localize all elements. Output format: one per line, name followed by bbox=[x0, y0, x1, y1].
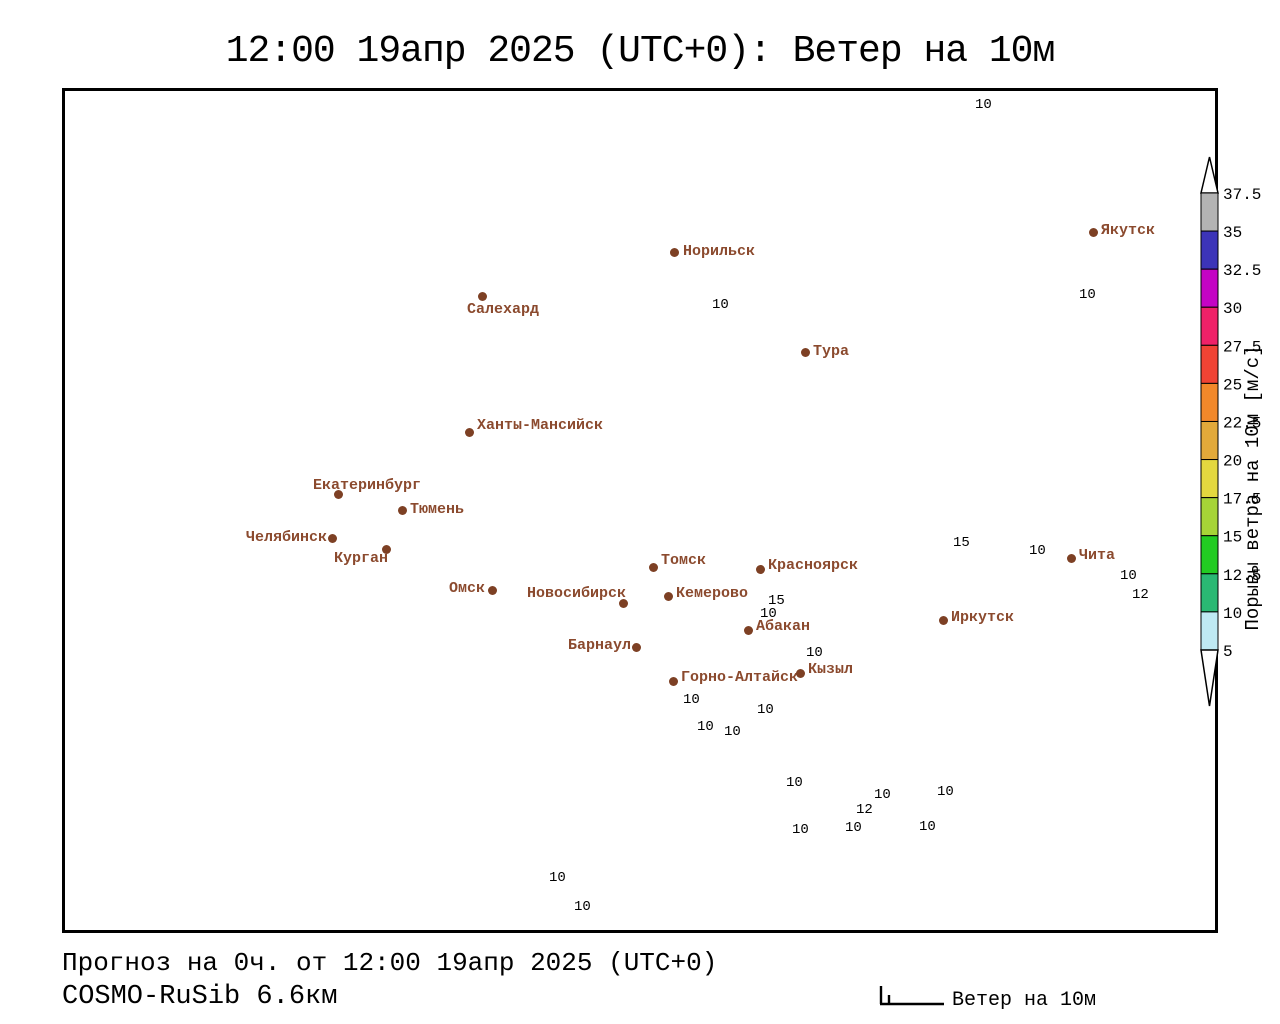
wind-barb-icon bbox=[879, 986, 944, 1006]
colorbar-tick-label: 27.5 bbox=[1223, 338, 1261, 356]
colorbar-tick-label: 10 bbox=[1223, 605, 1242, 623]
colorbar-tick-label: 5 bbox=[1223, 643, 1233, 661]
model-caption: COSMO-RuSib 6.6км bbox=[62, 982, 338, 1012]
forecast-caption: Прогноз на 0ч. от 12:00 19апр 2025 (UTC+… bbox=[62, 948, 718, 978]
colorbar-tick-label: 17.5 bbox=[1223, 491, 1261, 509]
wind-legend: Ветер на 10м bbox=[870, 975, 1220, 1020]
colorbar-axis-label: Порывы ветра на 10м [м/с] bbox=[1242, 345, 1264, 631]
colorbar-tick-label: 32.5 bbox=[1223, 262, 1261, 280]
colorbar-tick-label: 12.5 bbox=[1223, 567, 1261, 585]
colorbar-tick-label: 15 bbox=[1223, 529, 1242, 547]
colorbar-tick-label: 35 bbox=[1223, 224, 1242, 242]
colorbar-tick-label: 22.5 bbox=[1223, 415, 1261, 433]
colorbar: 37.5 35 32.5 30 27.5 25 22.5 20 17.5 15 12.5 10 5 bbox=[1200, 156, 1261, 707]
colorbar-tick-label: 20 bbox=[1223, 453, 1242, 471]
colorbar-tick-label: 30 bbox=[1223, 300, 1242, 318]
weather-map bbox=[62, 88, 1218, 933]
colorbar-tick-label: 37.5 bbox=[1223, 186, 1261, 204]
wind-legend-label: Ветер на 10м bbox=[952, 989, 1097, 1012]
map-title: 12:00 19апр 2025 (UTC+0): Ветер на 10м bbox=[225, 30, 1056, 73]
colorbar-tick-label: 25 bbox=[1223, 376, 1242, 394]
